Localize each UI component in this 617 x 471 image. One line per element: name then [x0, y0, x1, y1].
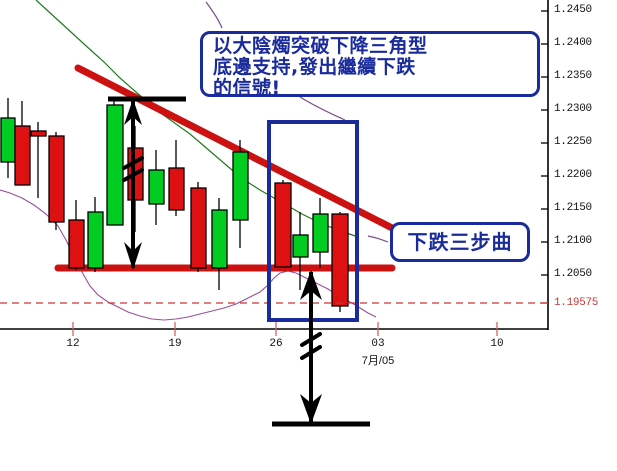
price-tick-label: 1.2150: [554, 202, 592, 214]
x-axis-ticks: [72, 322, 498, 336]
price-tick-label: 1.2200: [554, 169, 592, 181]
price-tick-label: 1.2050: [554, 268, 592, 280]
projection-break-mark: [300, 332, 322, 360]
date-tick-label: 03: [371, 338, 385, 350]
candle: [168, 140, 185, 216]
candle: [48, 132, 65, 230]
breakout-callout-line-2: 底邊支持,發出繼續下跌: [213, 56, 416, 78]
price-tick-label: 1.2350: [554, 70, 592, 82]
callout-secondary-leader: [367, 235, 389, 243]
price-tick-label: 1.2300: [554, 103, 592, 115]
candle-series: [0, 98, 349, 312]
moving-average-line: [35, 0, 359, 238]
measured-move-down-arrowhead: [124, 242, 142, 270]
measured-move-break-mark: [122, 156, 144, 182]
callout-main-leader-top: [205, 1, 223, 29]
last-price-label: 1.19575: [554, 297, 599, 309]
candle: [14, 101, 31, 186]
date-tick-label: 26: [269, 338, 283, 350]
candle: [106, 100, 124, 226]
candle: [68, 200, 85, 270]
price-tick-label: 1.2250: [554, 136, 592, 148]
candle: [274, 180, 292, 268]
candle: [292, 212, 309, 290]
price-tick-label: 1.2100: [554, 235, 592, 247]
candle: [331, 212, 349, 312]
candle: [87, 197, 104, 272]
breakout-callout-line-3: 的信號!: [213, 77, 281, 99]
date-tick-label: 12: [66, 338, 80, 350]
measured-move-up-arrowhead: [124, 99, 142, 125]
date-tick-label: 10: [490, 338, 504, 350]
candle: [148, 150, 165, 225]
price-tick-label: 1.2450: [554, 4, 592, 16]
candle: [211, 198, 228, 290]
three-step-decline-label: 下跌三步曲: [407, 230, 513, 254]
callout-main-leader: [299, 96, 346, 121]
candle: [30, 122, 47, 198]
three-step-decline-callout: 下跌三步曲: [390, 222, 530, 262]
candle: [190, 182, 207, 272]
projection-down-arrowhead: [300, 394, 322, 424]
candle: [232, 140, 249, 248]
breakout-callout: 以大陰燭突破下降三角型 底邊支持,發出繼續下跌 的信號!: [200, 31, 540, 99]
downtrend-resistance-line: [74, 64, 400, 234]
candle: [312, 198, 329, 268]
y-axis-ticks: [541, 10, 548, 304]
projection-up-arrowhead: [300, 270, 322, 300]
date-axis-sublabel: 7月/05: [361, 355, 395, 367]
breakout-callout-line-1: 以大陰燭突破下降三角型: [213, 35, 428, 57]
price-tick-label: 1.2400: [554, 37, 592, 49]
date-tick-label: 19: [168, 338, 182, 350]
